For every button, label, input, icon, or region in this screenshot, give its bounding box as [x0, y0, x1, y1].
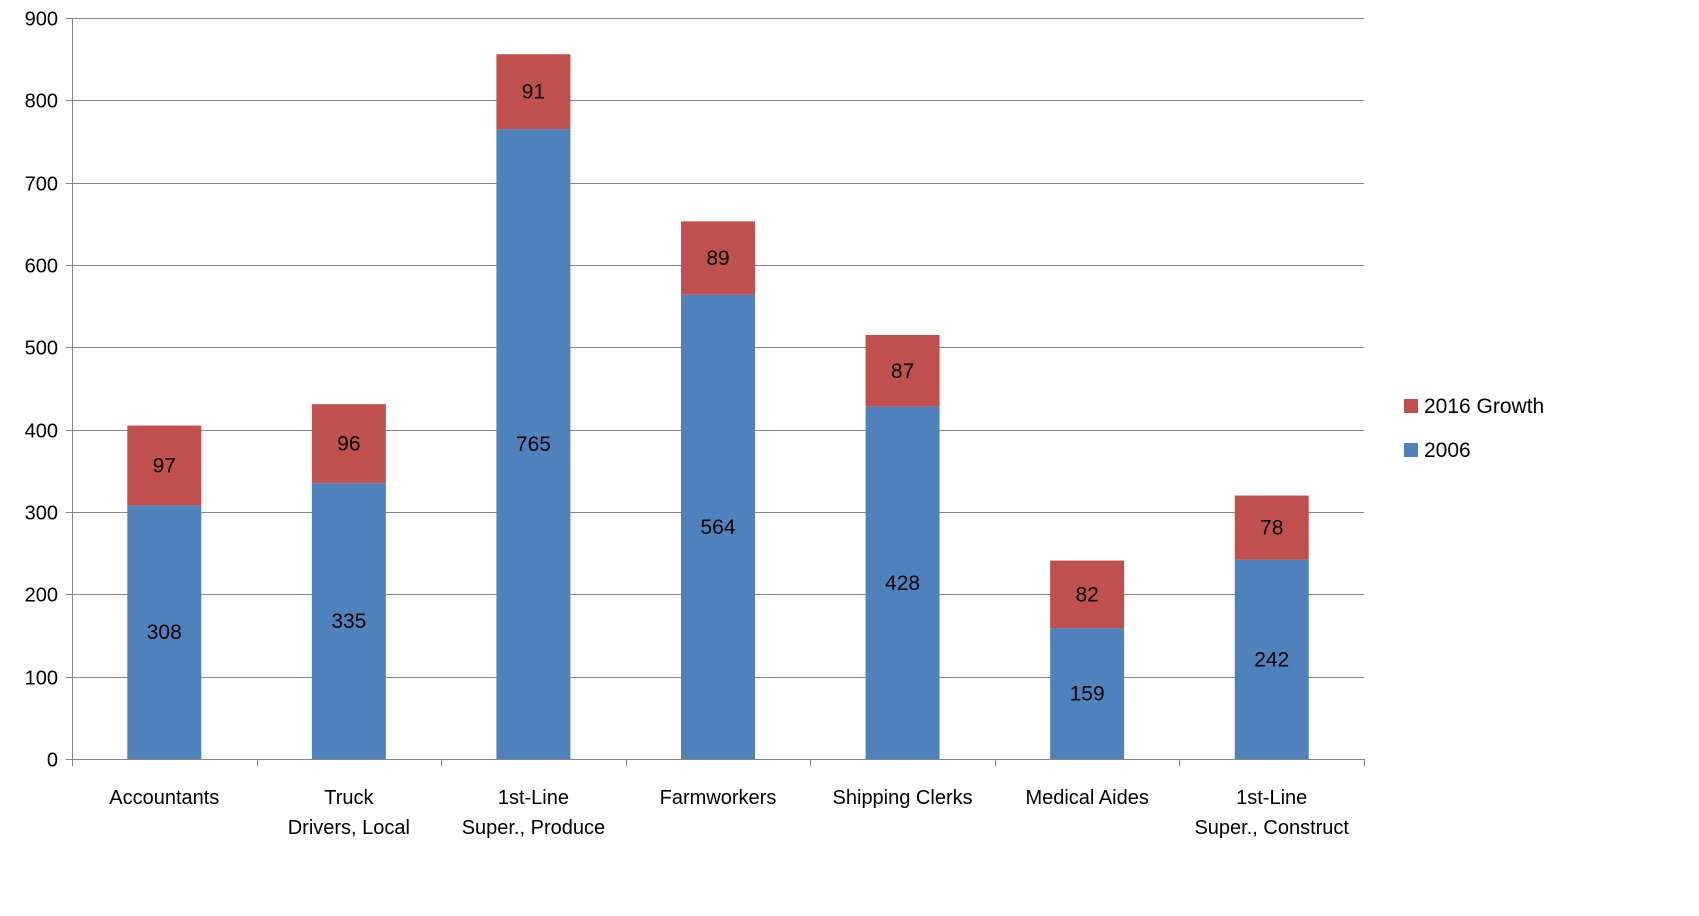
y-tick-label: 900: [25, 9, 58, 31]
x-category-label: Drivers, Local: [288, 817, 410, 839]
x-category-label: 1st-Line: [1236, 787, 1307, 809]
bar-segment: [311, 404, 386, 484]
legend: 2016 Growth 2006: [1404, 395, 1544, 462]
data-label: 89: [706, 247, 729, 270]
data-label: 159: [1070, 683, 1105, 706]
legend-label: 2016 Growth: [1424, 395, 1544, 418]
bar-segment: [681, 294, 755, 759]
y-tick-label: 600: [25, 256, 58, 278]
x-category-label: Super., Construct: [1194, 817, 1349, 839]
x-category-label: Truck: [324, 787, 374, 809]
bar-segment: [496, 54, 571, 130]
bar-segment: [1050, 560, 1125, 629]
bar-segment: [127, 425, 202, 506]
legend-swatch: [1404, 399, 1418, 413]
data-label: 87: [891, 360, 914, 383]
x-category-label: Farmworkers: [660, 787, 777, 809]
legend-swatch: [1404, 443, 1418, 457]
y-tick-label: 200: [25, 585, 58, 607]
data-label: 82: [1075, 583, 1098, 606]
y-tick-label: 500: [25, 338, 58, 360]
bar-segment: [1234, 559, 1309, 759]
data-label: 564: [700, 516, 735, 539]
axes: 0 100 200 300 400 500 600 700 800 900 Accountants T…: [25, 9, 1365, 839]
x-category-label: Accountants: [109, 787, 219, 809]
data-label: 335: [331, 610, 366, 633]
data-label: 78: [1260, 517, 1283, 540]
y-tick-label: 300: [25, 503, 58, 525]
x-category-label: Medical Aides: [1025, 787, 1148, 809]
y-tick-label: 800: [25, 91, 58, 113]
x-category-label: Super., Produce: [462, 817, 605, 839]
x-category-label: Shipping Clerks: [833, 787, 973, 809]
bar-segment: [681, 221, 755, 295]
bars: [127, 54, 1309, 759]
bar-segment: [1234, 495, 1309, 560]
bar-segment: [127, 505, 202, 759]
data-label: 91: [522, 81, 545, 104]
data-labels: 308 97 335 96 765 91 564 89 428 87 159 82 242 78: [147, 81, 1289, 706]
data-label: 428: [885, 572, 920, 595]
data-label: 97: [153, 454, 176, 477]
data-label: 308: [147, 621, 182, 644]
bar-segment: [1050, 628, 1125, 759]
bar-segment: [311, 483, 386, 759]
data-label: 96: [337, 433, 360, 456]
y-tick-label: 0: [47, 750, 58, 772]
x-category-label: 1st-Line: [498, 787, 569, 809]
bar-segment: [865, 406, 940, 759]
y-tick-label: 700: [25, 174, 58, 196]
legend-label: 2006: [1424, 439, 1471, 462]
bar-segment: [496, 129, 571, 759]
y-tick-label: 400: [25, 421, 58, 443]
data-label: 242: [1254, 648, 1289, 671]
bar-segment: [865, 334, 940, 407]
data-label: 765: [516, 433, 551, 456]
y-tick-label: 100: [25, 668, 58, 690]
